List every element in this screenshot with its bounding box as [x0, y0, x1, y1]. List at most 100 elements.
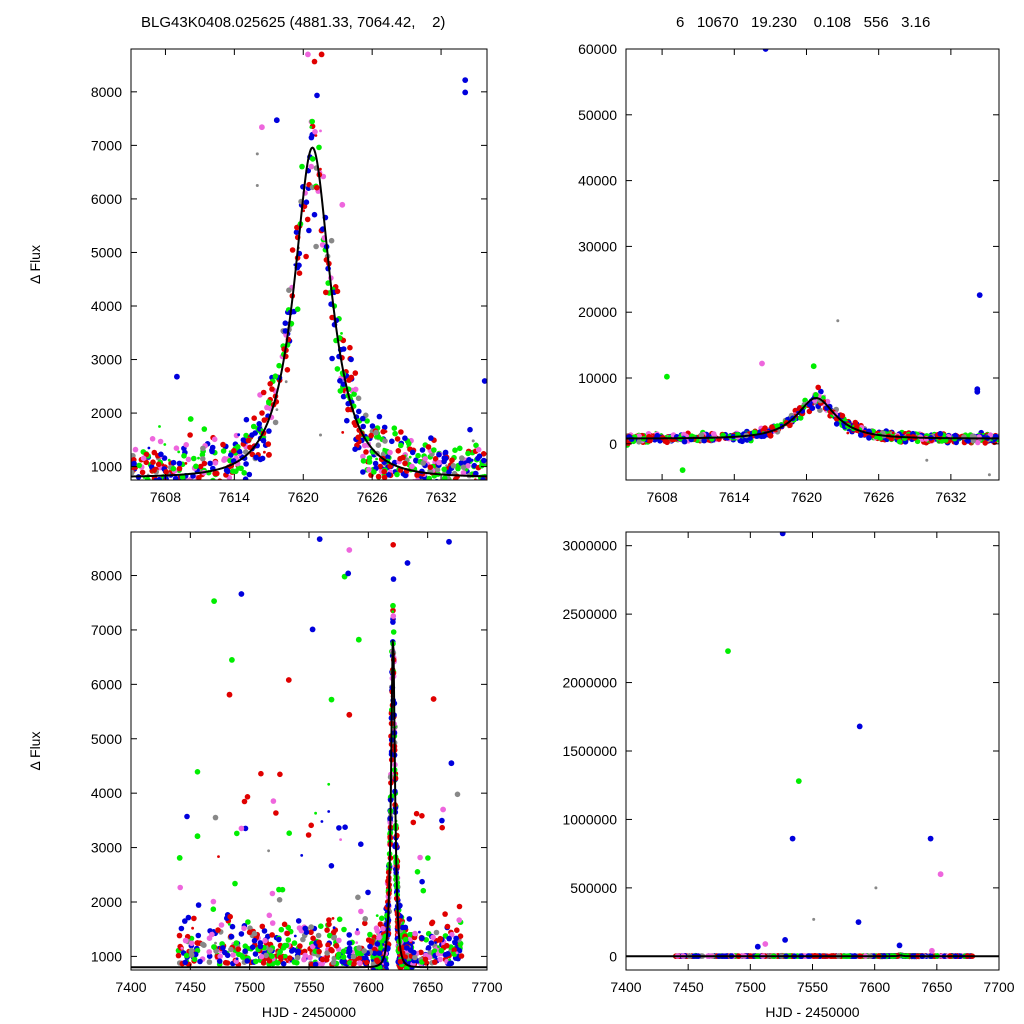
data-point	[395, 501, 401, 507]
data-point	[467, 487, 473, 493]
data-point	[384, 454, 391, 460]
data-point	[307, 954, 313, 961]
data-point	[458, 953, 465, 959]
data-point	[275, 408, 279, 411]
data-point	[203, 491, 209, 497]
data-point	[269, 386, 275, 392]
data-point	[384, 971, 387, 974]
data-point	[433, 929, 440, 936]
data-point	[277, 954, 284, 961]
data-point	[397, 974, 403, 980]
data-point	[399, 991, 405, 997]
x-tick-label: 7626	[863, 489, 894, 505]
data-point	[268, 397, 272, 401]
outlier-point	[725, 648, 731, 654]
data-point	[323, 289, 329, 296]
data-point	[337, 378, 343, 384]
data-point	[356, 960, 363, 966]
data-point	[220, 448, 227, 454]
x-tick-label: 7500	[735, 979, 766, 995]
data-point	[182, 486, 188, 492]
data-point	[371, 1001, 377, 1007]
y-axis-label: Δ Flux	[27, 732, 43, 771]
outlier-point	[226, 691, 233, 698]
data-point	[328, 946, 334, 953]
data-point	[308, 961, 315, 968]
data-point	[474, 494, 480, 500]
data-point	[367, 931, 373, 938]
data-point	[193, 463, 199, 470]
data-point	[184, 813, 190, 820]
data-point	[258, 770, 264, 777]
data-point	[202, 479, 205, 480]
data-point	[360, 458, 367, 464]
data-point	[185, 478, 191, 480]
data-point	[410, 976, 413, 979]
outlier-point	[328, 696, 335, 703]
data-point	[403, 980, 409, 986]
data-point	[453, 935, 459, 942]
data-point	[470, 458, 474, 462]
data-point	[210, 906, 217, 912]
data-point	[178, 481, 184, 487]
data-point	[197, 463, 204, 470]
data-point	[371, 972, 377, 978]
data-point	[257, 943, 264, 950]
data-point	[375, 442, 382, 449]
data-point	[420, 460, 427, 466]
y-tick-label: 30000	[578, 238, 617, 254]
x-axis-label: HJD - 2450000	[765, 1004, 859, 1020]
data-point	[465, 463, 471, 469]
data-point	[458, 501, 464, 507]
data-point	[422, 956, 429, 963]
data-point	[437, 945, 440, 949]
data-point	[311, 211, 318, 218]
outlier-point	[462, 77, 469, 83]
x-tick-label: 7450	[673, 979, 704, 995]
data-point	[382, 447, 386, 451]
data-point	[401, 989, 407, 995]
data-point	[191, 482, 197, 488]
data-point	[189, 505, 192, 508]
data-point	[701, 437, 707, 444]
data-point	[419, 447, 426, 453]
data-point	[184, 499, 190, 505]
data-point	[398, 442, 404, 449]
data-point	[797, 415, 804, 421]
data-point	[444, 942, 450, 949]
data-point	[305, 832, 312, 838]
outlier-point	[855, 919, 862, 925]
data-point	[439, 824, 446, 831]
y-tick-label: 1000000	[562, 811, 617, 827]
data-point	[409, 969, 412, 970]
data-point	[297, 943, 303, 949]
data-point	[367, 943, 373, 950]
data-point	[293, 934, 297, 938]
data-point	[368, 432, 375, 439]
data-point	[449, 457, 455, 464]
y-tick-label: 3000000	[562, 538, 617, 554]
data-point	[133, 489, 139, 495]
data-point	[262, 937, 268, 944]
data-point	[258, 953, 265, 960]
data-point	[369, 938, 375, 944]
data-point	[230, 468, 236, 475]
data-point	[232, 880, 238, 887]
data-point	[401, 977, 407, 983]
data-point	[188, 952, 195, 958]
y-tick-label: 50000	[578, 107, 617, 123]
data-point	[385, 976, 388, 979]
data-point	[414, 472, 420, 479]
data-point	[364, 418, 370, 424]
data-point	[330, 959, 337, 966]
data-point	[454, 927, 460, 933]
data-point	[340, 346, 347, 352]
data-point	[394, 471, 400, 478]
data-point	[463, 482, 469, 488]
x-tick-label: 7550	[797, 979, 828, 995]
data-point	[392, 430, 398, 437]
data-point	[217, 855, 220, 858]
data-point	[130, 481, 136, 487]
data-point	[244, 794, 251, 800]
outlier-point	[273, 117, 280, 124]
